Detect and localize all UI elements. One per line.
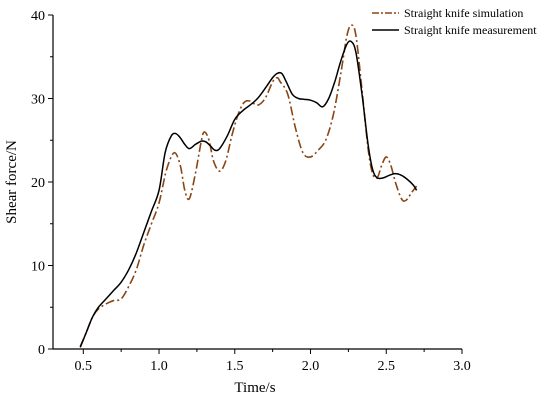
legend: Straight knife simulation Straight knife… — [372, 6, 537, 37]
legend-label-measurement: Straight knife measurement — [404, 23, 537, 37]
y-tick-label: 10 — [31, 260, 45, 275]
x-axis-title: Time/s — [234, 380, 275, 396]
x-tick-label: 1.0 — [150, 359, 168, 374]
x-tick-label: 0.5 — [75, 359, 93, 374]
x-tick-label: 2.5 — [378, 359, 396, 374]
y-axis-title: Shear force/N — [4, 140, 20, 224]
series-line-simulation — [79, 24, 418, 347]
legend-label-simulation: Straight knife simulation — [404, 6, 523, 20]
x-tick-label: 2.0 — [302, 359, 320, 374]
tick-labels: 0.5 1.0 1.5 2.0 2.5 3.0 0 10 20 30 40 — [31, 9, 471, 374]
x-tick-label: 1.5 — [226, 359, 244, 374]
axes — [48, 14, 463, 354]
y-tick-label: 0 — [38, 343, 45, 358]
series-layer — [79, 24, 418, 348]
y-tick-label: 40 — [31, 9, 45, 24]
y-tick-label: 20 — [31, 176, 45, 191]
series-line-measurement — [79, 40, 418, 348]
y-tick-label: 30 — [31, 93, 45, 108]
x-tick-label: 3.0 — [453, 359, 471, 374]
